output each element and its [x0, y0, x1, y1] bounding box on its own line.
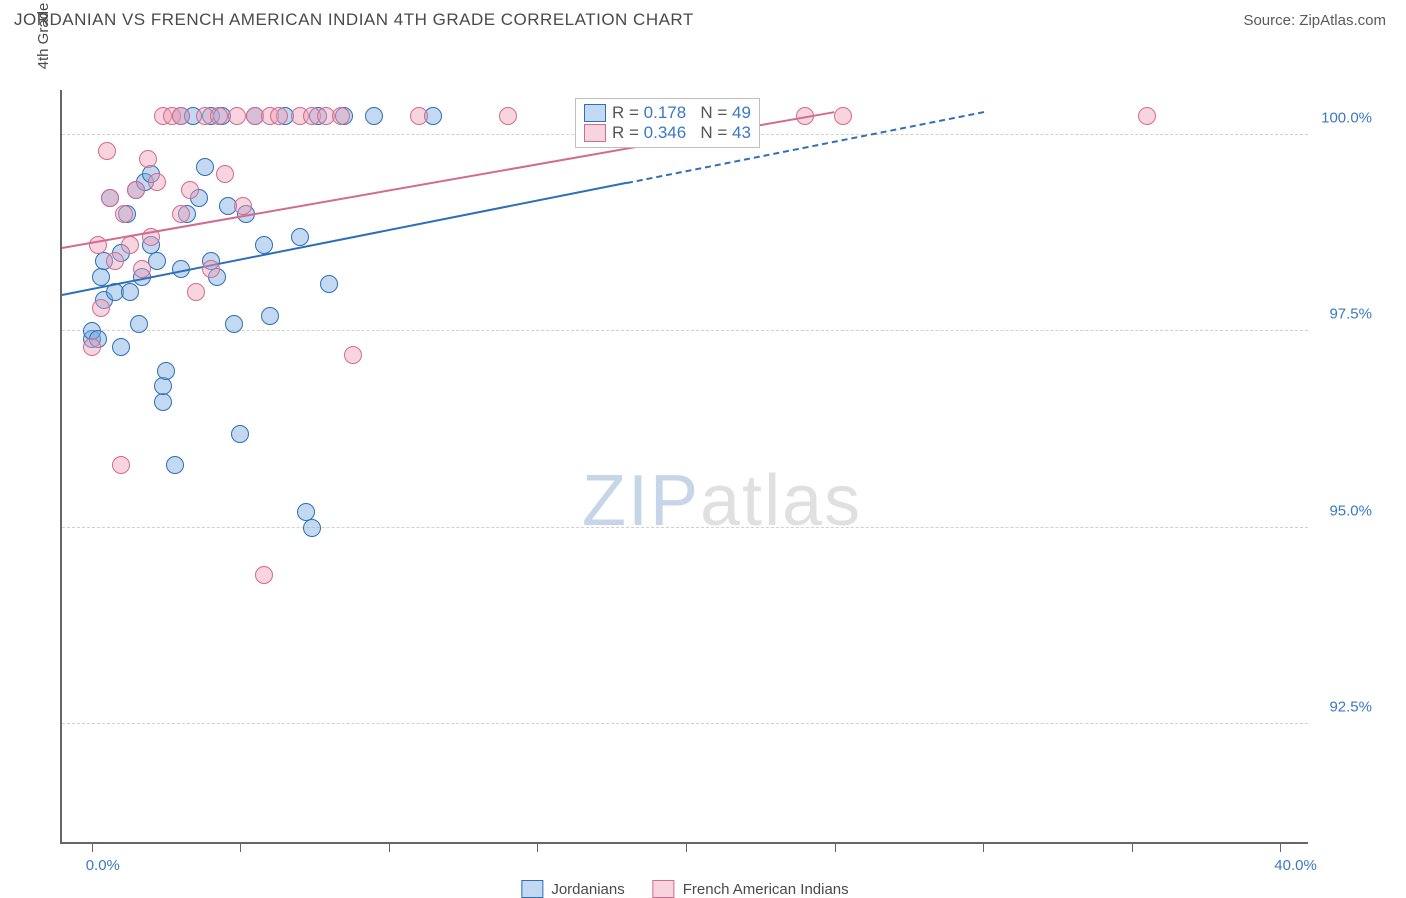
- x-tick: [537, 842, 538, 852]
- x-tick: [389, 842, 390, 852]
- x-tick: [1280, 842, 1281, 852]
- stats-legend: R = 0.178 N = 49R = 0.346 N = 43: [575, 98, 760, 148]
- scatter-point: [154, 377, 172, 395]
- scatter-point: [1138, 107, 1156, 125]
- scatter-point: [210, 107, 228, 125]
- x-tick-label: 40.0%: [1274, 857, 1317, 874]
- gridline: [62, 723, 1308, 724]
- series-legend-label: French American Indians: [683, 881, 849, 898]
- legend-stats-text: R = 0.178 N = 49: [612, 103, 751, 123]
- scatter-point: [130, 315, 148, 333]
- x-tick-label: 0.0%: [86, 857, 120, 874]
- scatter-point: [106, 252, 124, 270]
- y-tick-label: 97.5%: [1316, 306, 1372, 323]
- legend-swatch: [584, 124, 606, 142]
- scatter-point: [344, 346, 362, 364]
- scatter-point: [225, 315, 243, 333]
- stats-legend-row: R = 0.178 N = 49: [584, 103, 751, 123]
- watermark-zip: ZIP: [582, 461, 700, 541]
- legend-stats-text: R = 0.346 N = 43: [612, 123, 751, 143]
- x-tick: [92, 842, 93, 852]
- series-legend-item: Jordanians: [521, 880, 624, 898]
- gridline: [62, 527, 1308, 528]
- scatter-point: [101, 189, 119, 207]
- scatter-point: [115, 205, 133, 223]
- scatter-point: [181, 181, 199, 199]
- x-tick: [686, 842, 687, 852]
- legend-swatch: [584, 104, 606, 122]
- watermark: ZIPatlas: [582, 460, 862, 542]
- watermark-atlas: atlas: [700, 461, 862, 541]
- legend-swatch: [653, 880, 675, 898]
- scatter-point: [320, 275, 338, 293]
- scatter-point: [303, 519, 321, 537]
- scatter-point: [834, 107, 852, 125]
- scatter-point: [332, 107, 350, 125]
- chart-header: JORDANIAN VS FRENCH AMERICAN INDIAN 4TH …: [0, 0, 1406, 36]
- series-legend-label: Jordanians: [551, 881, 624, 898]
- x-tick: [983, 842, 984, 852]
- series-legend: Jordanians French American Indians: [521, 880, 848, 898]
- scatter-point: [83, 338, 101, 356]
- scatter-point: [234, 197, 252, 215]
- scatter-point: [172, 107, 190, 125]
- y-tick-label: 92.5%: [1316, 699, 1372, 716]
- scatter-point: [187, 283, 205, 301]
- stats-legend-row: R = 0.346 N = 43: [584, 123, 751, 143]
- scatter-point: [157, 362, 175, 380]
- chart-source: Source: ZipAtlas.com: [1243, 12, 1386, 29]
- scatter-point: [148, 173, 166, 191]
- scatter-point: [127, 181, 145, 199]
- scatter-point: [172, 205, 190, 223]
- scatter-point: [270, 107, 288, 125]
- scatter-point: [98, 142, 116, 160]
- scatter-point: [365, 107, 383, 125]
- x-tick: [240, 842, 241, 852]
- x-tick: [835, 842, 836, 852]
- scatter-point: [202, 260, 220, 278]
- scatter-point: [196, 158, 214, 176]
- scatter-point: [92, 268, 110, 286]
- series-legend-item: French American Indians: [653, 880, 849, 898]
- scatter-point: [112, 456, 130, 474]
- scatter-point: [139, 150, 157, 168]
- scatter-point: [112, 338, 130, 356]
- plot-region: ZIPatlas 92.5%95.0%97.5%100.0%0.0%40.0%R…: [60, 90, 1308, 844]
- scatter-point: [228, 107, 246, 125]
- scatter-point: [499, 107, 517, 125]
- x-tick: [1132, 842, 1133, 852]
- legend-swatch: [521, 880, 543, 898]
- y-tick-label: 95.0%: [1316, 502, 1372, 519]
- scatter-point: [166, 456, 184, 474]
- scatter-point: [291, 228, 309, 246]
- scatter-point: [261, 307, 279, 325]
- scatter-point: [410, 107, 428, 125]
- chart-title: JORDANIAN VS FRENCH AMERICAN INDIAN 4TH …: [14, 10, 694, 30]
- scatter-point: [154, 393, 172, 411]
- scatter-point: [121, 236, 139, 254]
- y-axis-label: 4th Grade: [35, 3, 52, 70]
- scatter-point: [133, 260, 151, 278]
- scatter-point: [216, 165, 234, 183]
- scatter-point: [92, 299, 110, 317]
- y-tick-label: 100.0%: [1316, 110, 1372, 127]
- gridline: [62, 330, 1308, 331]
- scatter-point: [255, 566, 273, 584]
- scatter-point: [121, 283, 139, 301]
- scatter-point: [231, 425, 249, 443]
